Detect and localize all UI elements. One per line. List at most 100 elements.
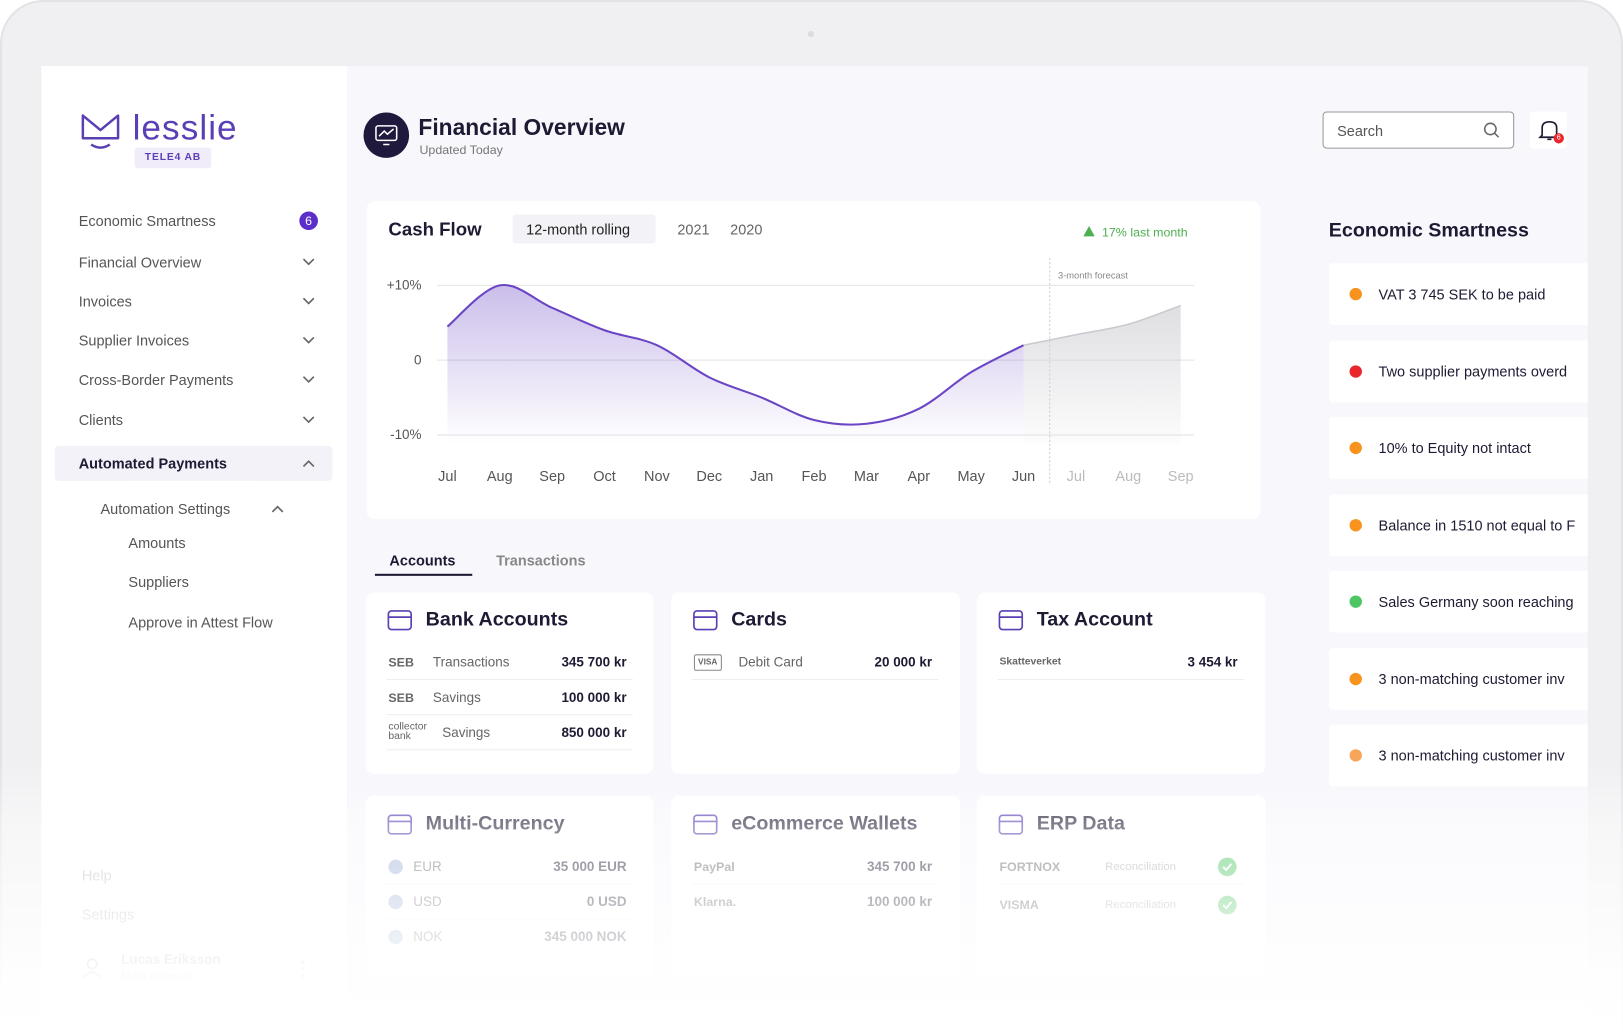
card-icon-shape bbox=[693, 610, 718, 631]
chevron-path bbox=[302, 336, 315, 344]
page-subtitle: Updated Today bbox=[419, 142, 503, 157]
status-dot bbox=[1349, 595, 1362, 608]
row-label: Reconciliation bbox=[1105, 860, 1177, 874]
row-amount: 20 000 kr bbox=[874, 654, 933, 670]
nav-item[interactable]: Supplier Invoices bbox=[78, 332, 190, 349]
provider-logo: SEB bbox=[388, 690, 414, 705]
card-icon bbox=[387, 814, 413, 835]
account-card bbox=[671, 592, 961, 774]
status-dot bbox=[1349, 287, 1362, 301]
check-circle bbox=[1217, 857, 1237, 877]
row-label: Savings bbox=[442, 724, 491, 740]
section-tab[interactable]: Transactions bbox=[496, 552, 586, 569]
chevron bbox=[302, 376, 315, 384]
row-label: USD bbox=[413, 893, 442, 910]
insight-item[interactable]: Sales Germany soon reaching bbox=[1328, 570, 1588, 633]
subnav-link[interactable]: Approve in Attest Flow bbox=[128, 614, 273, 631]
monitor bbox=[375, 125, 398, 142]
card-title: Multi-Currency bbox=[425, 813, 565, 835]
trend-arrow bbox=[1083, 226, 1095, 237]
chevron bbox=[302, 416, 315, 424]
nav-item[interactable]: Automated Payments bbox=[78, 455, 227, 472]
nav-item[interactable]: Financial Overview bbox=[78, 253, 202, 271]
nav-item[interactable]: Invoices bbox=[78, 293, 132, 310]
x-tick-label: Aug bbox=[1115, 469, 1141, 485]
row-label: Savings bbox=[432, 689, 481, 705]
row-amount: 0 USD bbox=[586, 893, 627, 910]
nav-item[interactable]: Economic Smartness bbox=[78, 212, 216, 230]
brand-name: lesslie bbox=[132, 108, 238, 148]
nav-item[interactable]: Cross-Border Payments bbox=[78, 371, 234, 389]
insight-item[interactable]: 3 non-matching customer inv bbox=[1328, 647, 1588, 710]
status-dot bbox=[1349, 518, 1362, 531]
insight-item[interactable]: 3 non-matching customer inv bbox=[1328, 724, 1588, 787]
x-tick-label: Dec bbox=[696, 469, 722, 485]
currency-flag bbox=[388, 929, 403, 945]
section-tab[interactable]: Accounts bbox=[389, 552, 456, 569]
account-card bbox=[976, 592, 1266, 774]
y-tick-label: -10% bbox=[390, 427, 421, 442]
chevron-path bbox=[302, 297, 315, 305]
header-icon-glyph bbox=[375, 125, 398, 146]
row-amount: 345 700 kr bbox=[866, 858, 933, 875]
row-divider bbox=[386, 918, 633, 920]
card-icon bbox=[693, 610, 718, 631]
search-box[interactable]: Search bbox=[1322, 111, 1515, 149]
tab-underline bbox=[374, 573, 473, 576]
insight-item[interactable]: VAT 3 745 SEK to be paid bbox=[1328, 263, 1588, 326]
card-title: eCommerce Wallets bbox=[731, 813, 918, 835]
period-tab[interactable]: 12-month rolling bbox=[526, 220, 631, 238]
nav-item[interactable]: Clients bbox=[78, 411, 124, 429]
chevron bbox=[302, 297, 315, 305]
insight-item[interactable]: 10% to Equity not intact bbox=[1328, 416, 1588, 479]
card-title: ERP Data bbox=[1036, 813, 1125, 835]
provider-logo: SEB bbox=[388, 655, 414, 670]
insight-item[interactable]: Balance in 1510 not equal to F bbox=[1328, 493, 1588, 556]
x-tick-label: Jun bbox=[1012, 469, 1035, 485]
x-tick-label: Feb bbox=[802, 469, 827, 485]
x-tick-label: Jul bbox=[438, 469, 457, 485]
subnav-link[interactable]: Suppliers bbox=[128, 573, 189, 591]
trend-triangle bbox=[1083, 226, 1095, 237]
x-tick-label: Nov bbox=[644, 469, 671, 485]
row-amount: 345 700 kr bbox=[561, 654, 627, 670]
x-tick-label: Sep bbox=[1168, 469, 1194, 485]
logo-mark bbox=[81, 114, 120, 149]
period-tab[interactable]: 2020 bbox=[730, 220, 763, 238]
camera bbox=[807, 30, 815, 38]
bell-shape bbox=[1538, 120, 1561, 141]
y-tick-label: 0 bbox=[414, 352, 421, 367]
x-tick-label: Apr bbox=[908, 469, 931, 485]
card-icon-shape bbox=[387, 814, 413, 835]
x-tick-label: Aug bbox=[487, 469, 513, 485]
provider-logo: Skatteverket bbox=[999, 656, 1062, 668]
row-divider bbox=[691, 883, 939, 885]
row-label: Reconciliation bbox=[1105, 898, 1177, 912]
card-title: Cards bbox=[731, 608, 787, 631]
currency-flag bbox=[388, 894, 403, 910]
insight-text: 10% to Equity not intact bbox=[1378, 439, 1531, 457]
x-tick-label: Jan bbox=[750, 469, 773, 485]
card-icon bbox=[998, 814, 1024, 835]
provider-logo: FORTNOX bbox=[999, 859, 1061, 875]
forecast-label: 3-month forecast bbox=[1058, 271, 1128, 281]
card-title: Bank Accounts bbox=[425, 608, 569, 631]
subnav-link[interactable]: Amounts bbox=[128, 534, 186, 552]
status-dot bbox=[1349, 364, 1362, 378]
insight-item[interactable]: Two supplier payments overd bbox=[1328, 340, 1588, 402]
search-lens bbox=[1483, 122, 1497, 136]
x-tick-label: May bbox=[957, 469, 985, 485]
check-icon bbox=[1217, 895, 1237, 915]
row-amount: 3 454 kr bbox=[1187, 654, 1238, 670]
chevron-path bbox=[302, 376, 315, 384]
tab-active-bg bbox=[512, 214, 656, 244]
period-tab[interactable]: 2021 bbox=[677, 220, 710, 238]
panel-title: Economic Smartness bbox=[1328, 219, 1529, 242]
status-dot bbox=[1349, 441, 1362, 455]
insight-text: 3 non-matching customer inv bbox=[1378, 747, 1565, 764]
subnav-item[interactable]: Automation Settings bbox=[100, 500, 231, 518]
row-amount: 345 000 NOK bbox=[544, 928, 627, 945]
search-icon bbox=[1483, 122, 1500, 138]
provider-logo: VISA bbox=[693, 654, 722, 671]
